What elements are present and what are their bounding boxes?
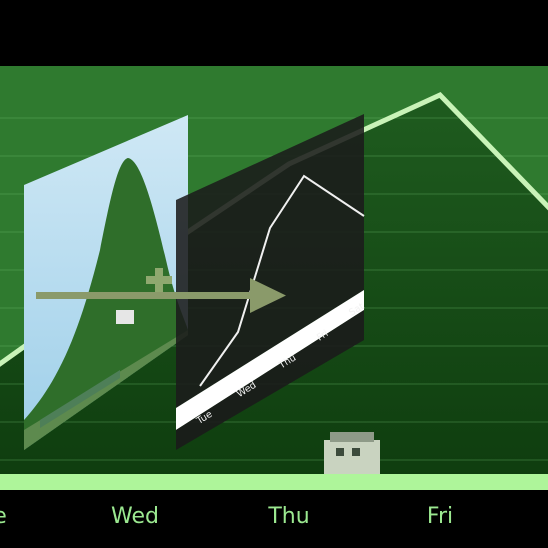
x-tick-label: e (0, 504, 7, 529)
arrow-right-icon (36, 278, 286, 313)
chart-grid (0, 117, 548, 461)
x-tick-label: Thu (268, 504, 310, 529)
top-bar (0, 0, 548, 66)
preview-chart-line (199, 174, 365, 387)
x-tick-label: Wed (111, 504, 159, 529)
x-tick-label: Fri (426, 504, 454, 529)
building-image (324, 432, 380, 474)
axis-bar (0, 474, 548, 490)
plus-icon (146, 268, 172, 292)
preview-tick-label: Fri (315, 328, 330, 343)
